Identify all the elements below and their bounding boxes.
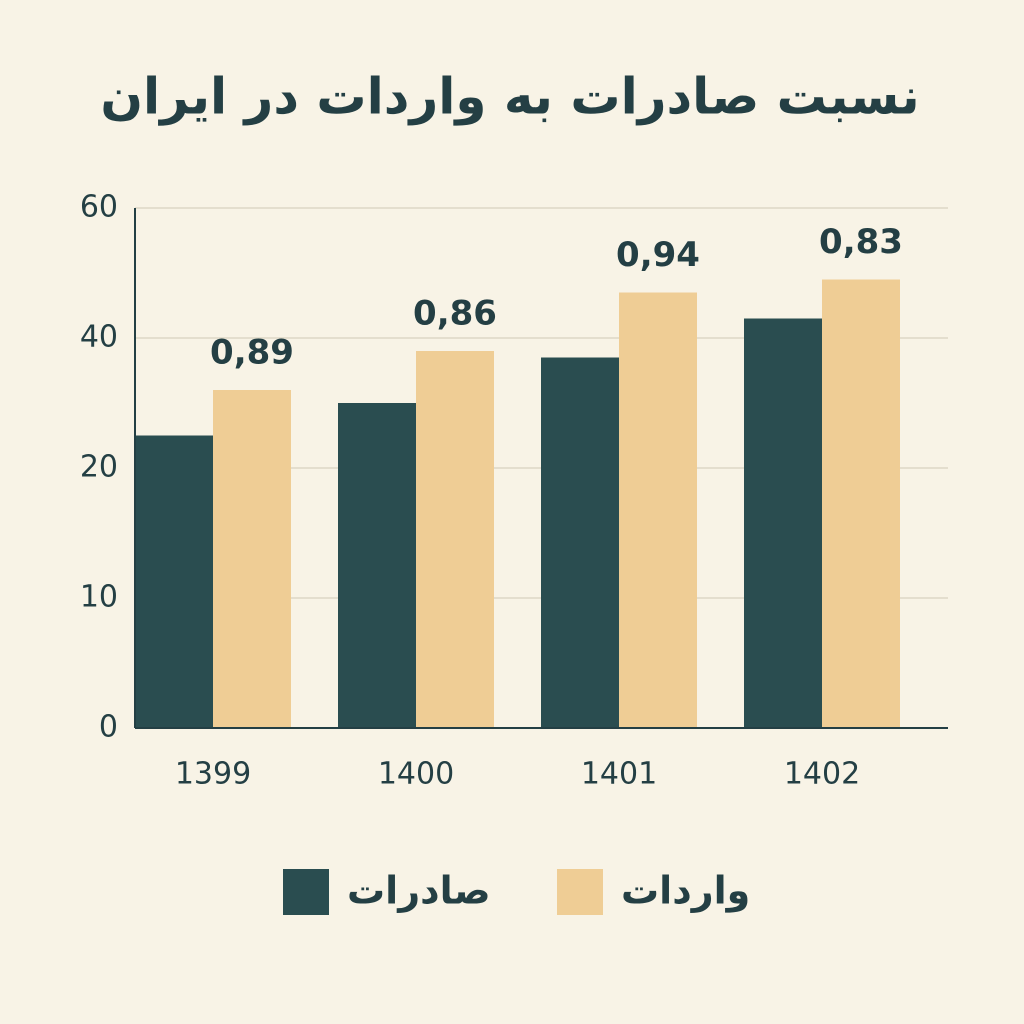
ratio-label: 0,86 [413,294,497,334]
chart-title: نسبت صادرات به واردات در ایران [100,68,919,127]
legend-swatch [283,869,329,915]
ratio-label: 0,94 [616,235,700,275]
x-tick-label: 1400 [378,757,454,792]
y-tick-label: 0 [99,710,118,745]
bar [744,318,822,728]
bar [213,390,291,728]
bar [338,403,416,728]
legend-label: واردات [621,869,750,914]
x-tick-label: 1399 [175,757,251,792]
bar [619,292,697,728]
bar [416,351,494,728]
x-tick-label: 1402 [784,757,860,792]
bar [822,279,900,728]
x-tick-label: 1401 [581,757,657,792]
legend-label: صادرات [347,869,491,913]
y-tick-label: 20 [80,450,118,485]
bar [135,435,213,728]
y-tick-label: 10 [80,580,118,615]
y-tick-label: 40 [80,320,118,355]
bar [541,357,619,728]
legend-swatch [557,869,603,915]
y-tick-label: 60 [80,190,118,225]
ratio-label: 0,83 [819,222,903,262]
ratio-label: 0,89 [210,333,294,373]
